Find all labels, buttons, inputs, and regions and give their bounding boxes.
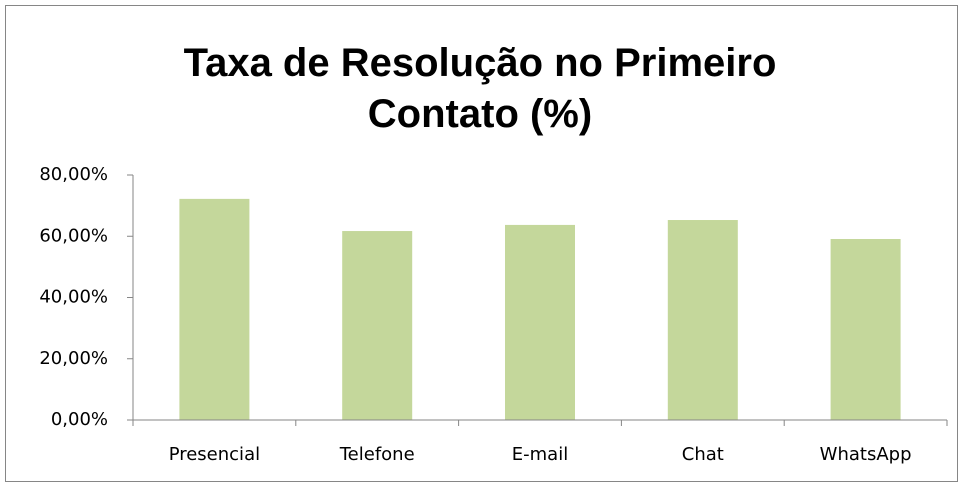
x-tick-label: Chat <box>682 444 724 465</box>
x-tick-label: Presencial <box>169 444 260 465</box>
chart-border <box>5 5 958 482</box>
x-tick-label: E-mail <box>512 444 568 465</box>
y-tick-label: 20,00% <box>39 348 108 369</box>
x-tick-label: WhatsApp <box>820 444 912 465</box>
y-tick-label: 60,00% <box>39 225 108 246</box>
x-tick-label: Telefone <box>339 444 415 465</box>
chart-title: Taxa de Resolução no Primeiro Contato (%… <box>183 41 777 136</box>
bar <box>342 231 413 420</box>
y-tick-label: 40,00% <box>39 287 108 308</box>
bar <box>830 239 901 420</box>
bar <box>505 224 575 420</box>
bar <box>179 198 250 420</box>
y-tick-label: 0,00% <box>51 409 108 430</box>
y-tick-label: 80,00% <box>39 164 108 185</box>
bar <box>667 220 738 420</box>
